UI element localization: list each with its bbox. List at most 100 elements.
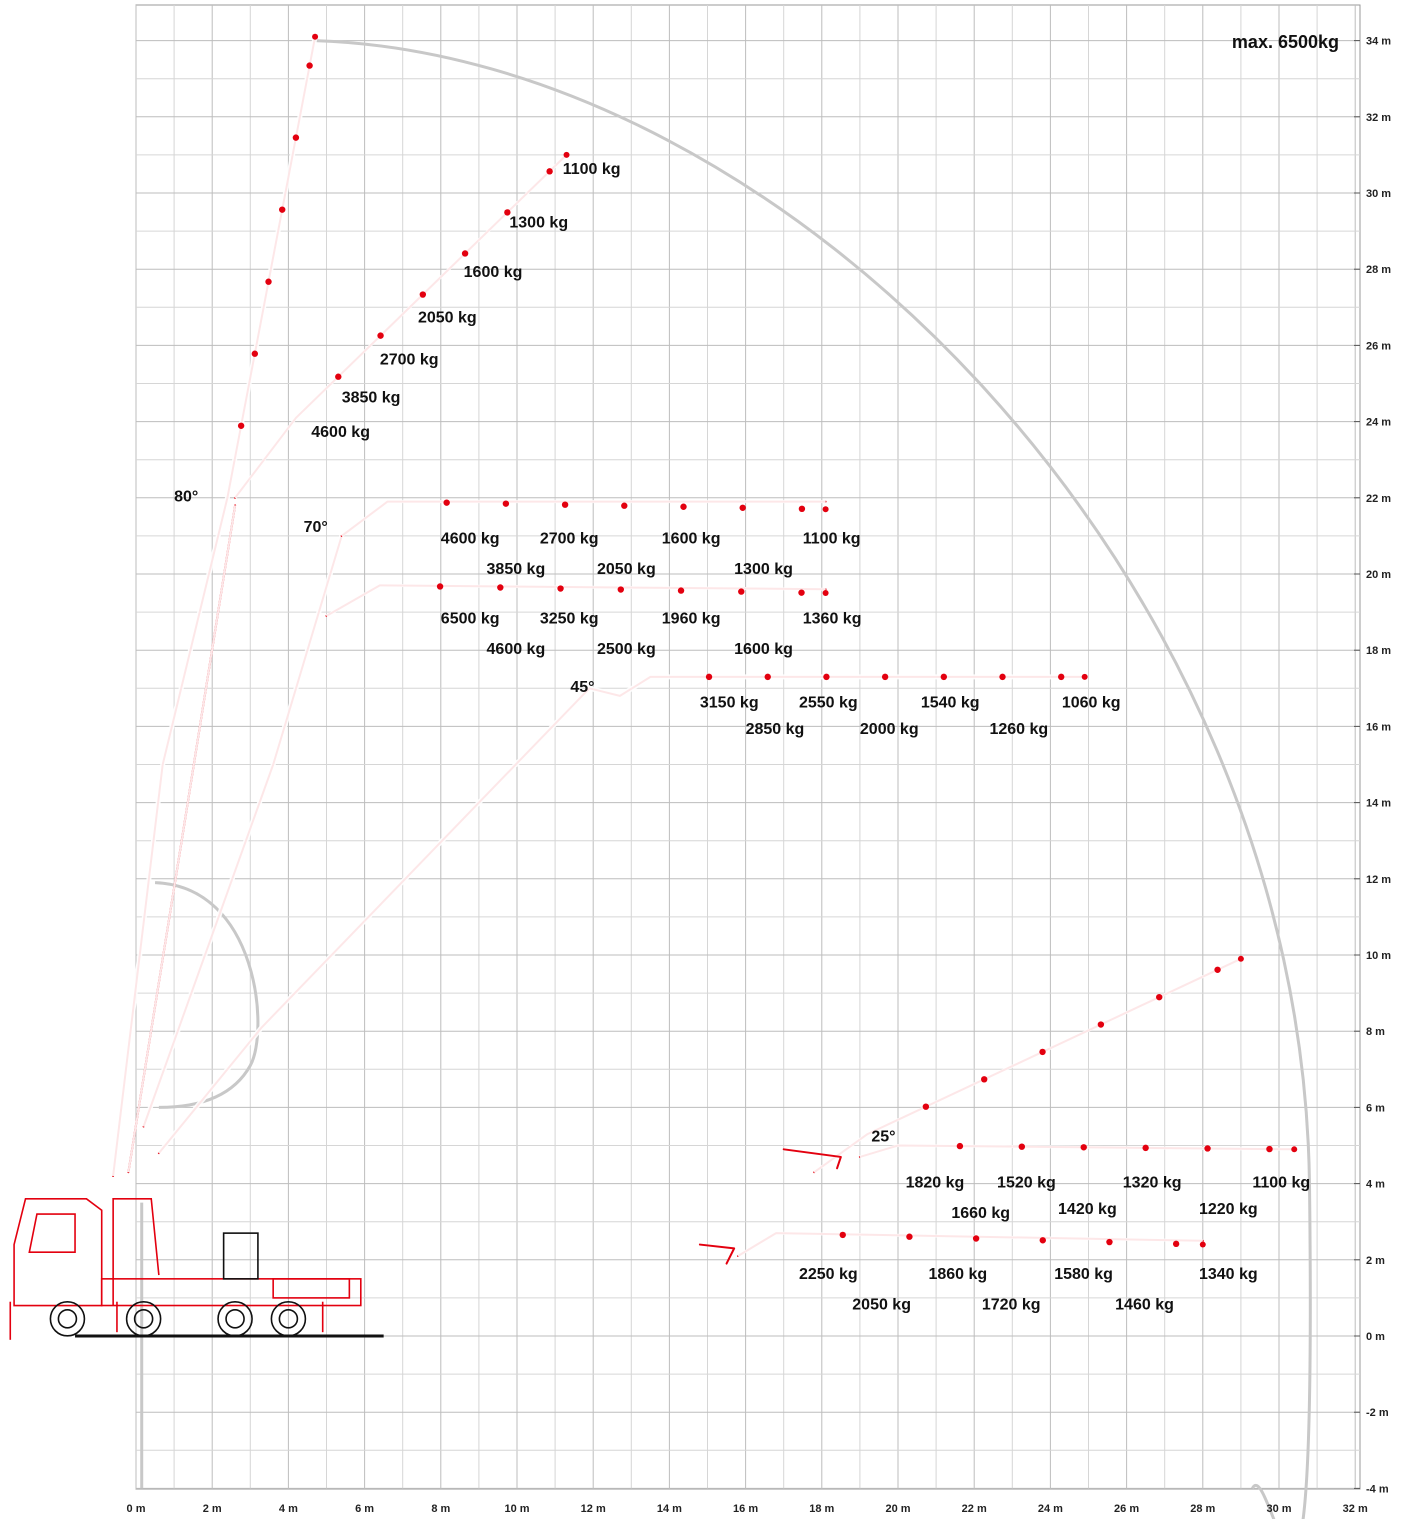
x-tick-label: 28 m: [1190, 1503, 1215, 1515]
capacity-label: 2050 kg: [418, 310, 477, 327]
angle-label: 80°: [174, 489, 198, 506]
jib-80-diagonal: [233, 153, 568, 499]
capacity-label: 2500 kg: [597, 641, 656, 658]
boom-joint: [621, 502, 628, 509]
capacity-label: 3250 kg: [540, 611, 599, 628]
boom-joint: [497, 584, 504, 591]
boom-joint: [764, 673, 771, 681]
x-tick-label: 4 m: [279, 1503, 298, 1515]
jib-70-upper-joints: [443, 499, 829, 513]
boom-joint: [881, 673, 889, 681]
x-tick-label: 14 m: [657, 1503, 682, 1515]
wheel-hub: [133, 1309, 154, 1329]
x-axis-ticks: 0 m 2 m 4 m 6 m 8 m 10 m 12 m 14 m 16 m 18 m 20 m 2…: [127, 1503, 1368, 1515]
capacity-label: 1260 kg: [989, 721, 1048, 738]
capacity-label: 1300 kg: [509, 214, 568, 231]
capacity-label: 6500 kg: [441, 611, 500, 628]
wheel-hub: [57, 1309, 78, 1329]
boom-joint: [956, 1142, 964, 1150]
boom-joint: [680, 503, 687, 510]
truck-wheel: [125, 1301, 162, 1337]
y-tick-label: 18 m: [1366, 645, 1391, 657]
jib-25-diag: [813, 957, 1242, 1174]
boom-tip: [563, 151, 570, 158]
boom-joint: [940, 673, 948, 681]
x-tick-label: 10 m: [504, 1503, 529, 1515]
boom-joint: [504, 209, 511, 216]
x-tick-label: 22 m: [962, 1503, 987, 1515]
jib-25-hook: [782, 1148, 842, 1170]
y-tick-label: 28 m: [1366, 264, 1391, 276]
boom-joint: [279, 206, 286, 213]
boom-joint: [306, 62, 313, 69]
x-tick-label: 6 m: [355, 1503, 374, 1515]
x-tick-label: 0 m: [127, 1503, 146, 1515]
boom-joint: [1106, 1238, 1113, 1246]
truck-bed: [272, 1278, 351, 1299]
x-tick-label: 18 m: [809, 1503, 834, 1515]
capacity-label: 1340 kg: [1199, 1266, 1258, 1283]
capacity-label: 2250 kg: [799, 1266, 858, 1283]
x-tick-label: 32 m: [1343, 1503, 1368, 1515]
x-tick-label: 2 m: [203, 1503, 222, 1515]
boom-joint: [1039, 1237, 1046, 1244]
capacity-label: 1960 kg: [662, 611, 721, 628]
boom-joint: [999, 673, 1006, 681]
capacity-label: 1580 kg: [1054, 1266, 1113, 1283]
wheel-hub: [225, 1309, 245, 1329]
x-tick-label: 16 m: [733, 1503, 758, 1515]
y-tick-label: 34 m: [1366, 36, 1391, 48]
reach-arc: [315, 39, 1312, 1519]
boom-joint: [617, 586, 624, 593]
jib-ground-joints: [839, 1231, 1206, 1248]
boom-joint: [419, 291, 427, 298]
capacity-label: 1600 kg: [662, 531, 721, 548]
truck-wheel: [49, 1301, 86, 1337]
capacity-label: 2050 kg: [852, 1296, 911, 1313]
jib-ground-hook: [698, 1243, 736, 1265]
boom-joint: [436, 583, 444, 590]
jib-80-diag-joints: [335, 151, 570, 380]
capacity-label: 1100 kg: [563, 161, 621, 178]
angle-label: 25°: [871, 1129, 895, 1146]
capacity-label: 1820 kg: [906, 1174, 965, 1191]
capacity-label: 3850 kg: [487, 561, 546, 578]
capacity-label: 4600 kg: [311, 424, 370, 441]
capacity-label: 2000 kg: [860, 721, 919, 738]
y-tick-label: -2 m: [1366, 1407, 1389, 1419]
y-tick-label: 24 m: [1366, 417, 1391, 429]
capacity-label: 4600 kg: [487, 641, 546, 658]
capacity-label: 1600 kg: [734, 641, 793, 658]
boom-tip: [1237, 955, 1244, 962]
capacity-label: 3150 kg: [700, 694, 759, 711]
boom-tip: [1291, 1146, 1298, 1153]
capacity-label: 1520 kg: [997, 1174, 1056, 1191]
y-tick-label: 26 m: [1366, 340, 1391, 352]
boom-joint: [1039, 1048, 1046, 1056]
capacity-label: 2850 kg: [746, 721, 805, 738]
y-tick-label: -4 m: [1366, 1483, 1389, 1495]
boom-joint: [1142, 1144, 1149, 1152]
boom-joint: [335, 373, 342, 380]
angle-label: 45°: [570, 679, 594, 696]
x-tick-label: 26 m: [1114, 1503, 1139, 1515]
y-tick-label: 6 m: [1366, 1102, 1385, 1114]
y-tick-label: 22 m: [1366, 493, 1391, 505]
boom-joint: [738, 588, 745, 595]
boom-joint: [839, 1231, 846, 1239]
boom-joint: [237, 422, 245, 429]
boom-joint: [798, 505, 806, 513]
capacity-label: 2050 kg: [597, 561, 656, 578]
boom-45: [156, 674, 1086, 1155]
boom-joint: [677, 587, 685, 594]
boom-joint: [1156, 993, 1163, 1001]
capacity-label: 1360 kg: [803, 611, 862, 628]
crane-column: [112, 1198, 160, 1306]
boom-tip: [822, 590, 829, 597]
y-tick-label: 32 m: [1366, 112, 1391, 124]
y-tick-label: 12 m: [1366, 874, 1391, 886]
truck-wheel: [217, 1301, 253, 1337]
boom-joint: [443, 499, 450, 506]
capacity-label: 2550 kg: [799, 694, 858, 711]
boom-joint: [1172, 1240, 1180, 1248]
